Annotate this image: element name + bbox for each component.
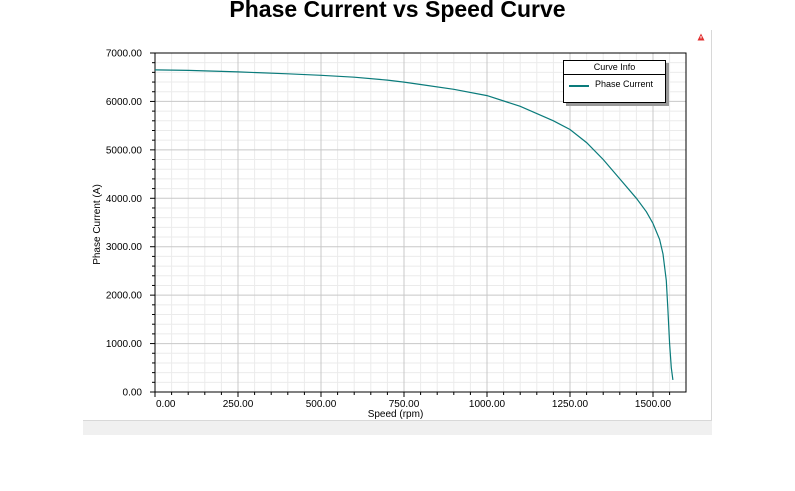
series-line-phase-current[interactable] (154, 69, 674, 380)
x-axis-title: Speed (rpm) (368, 409, 424, 420)
x-tick-label: 1500.00 (635, 399, 672, 410)
y-tick-label: 4000.00 (106, 194, 143, 205)
x-tick-label: 750.00 (389, 399, 420, 410)
legend-title: Curve Info (564, 61, 665, 75)
legend-label: Phase Current (595, 79, 654, 89)
y-tick-label: 1000.00 (106, 339, 143, 350)
legend-entry: Phase Current (564, 75, 665, 99)
legend[interactable]: Curve Info Phase Current (563, 60, 666, 103)
legend-swatch (569, 85, 589, 87)
y-axis-title: Phase Current (A) (92, 184, 103, 265)
warning-triangle-icon[interactable] (697, 33, 705, 41)
x-tick-label: 1250.00 (552, 399, 589, 410)
y-tick-label: 7000.00 (106, 49, 143, 60)
y-tick-label: 2000.00 (106, 291, 143, 302)
x-tick-label: 500.00 (306, 399, 337, 410)
y-tick-label: 6000.00 (106, 97, 143, 108)
y-tick-label: 3000.00 (106, 242, 143, 253)
x-tick-label: 0.00 (156, 399, 176, 410)
y-tick-label: 0.00 (123, 388, 143, 399)
y-tick-label: 5000.00 (106, 145, 143, 156)
chart-title: Phase Current vs Speed Curve (229, 0, 566, 22)
x-tick-label: 250.00 (223, 399, 254, 410)
x-tick-label: 1000.00 (469, 399, 506, 410)
